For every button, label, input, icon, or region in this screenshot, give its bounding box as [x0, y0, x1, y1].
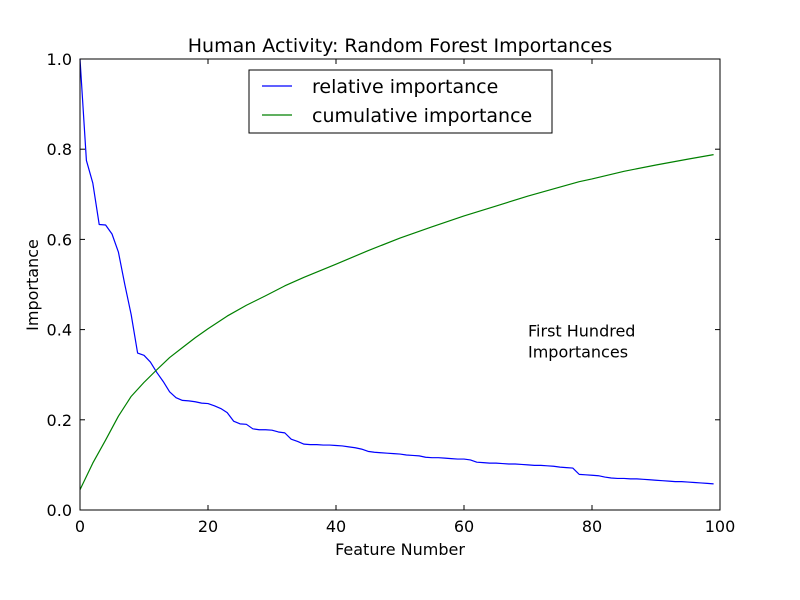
- annotation-line-1: First Hundred: [528, 322, 635, 341]
- legend-label-relative: relative importance: [312, 76, 498, 98]
- y-axis-label: Importance: [23, 239, 42, 331]
- series-line-relative-importance: [79, 58, 714, 485]
- x-tick-label: 40: [326, 517, 346, 536]
- y-tick-label: 0.8: [47, 140, 72, 159]
- legend: relative importance cumulative importanc…: [248, 69, 553, 134]
- y-tick-label: 0.2: [47, 411, 72, 430]
- x-tick-label: 0: [75, 517, 85, 536]
- x-tick-label: 100: [705, 517, 736, 536]
- y-tick-label: 1.0: [47, 50, 72, 69]
- x-tick-label: 80: [582, 517, 602, 536]
- x-tick-label: 60: [454, 517, 474, 536]
- annotation-text: First Hundred Importances: [528, 322, 641, 362]
- y-tick-label: 0.6: [47, 230, 72, 249]
- axes-frame: [79, 58, 721, 511]
- chart-title: Human Activity: Random Forest Importance…: [188, 35, 613, 57]
- legend-label-cumulative: cumulative importance: [312, 105, 532, 127]
- series-line-cumulative-importance: [79, 154, 714, 490]
- y-tick-label: 0.0: [47, 501, 72, 520]
- y-tick-label: 0.4: [47, 321, 72, 340]
- annotation-line-2: Importances: [528, 343, 628, 362]
- x-tick-label: 20: [198, 517, 218, 536]
- plot-area: 0 20 40 60 80 100 0.0 0.2 0.4 0.6 0.8 1.0: [47, 50, 736, 536]
- legend-box: [248, 69, 553, 134]
- x-axis-label: Feature Number: [335, 540, 465, 559]
